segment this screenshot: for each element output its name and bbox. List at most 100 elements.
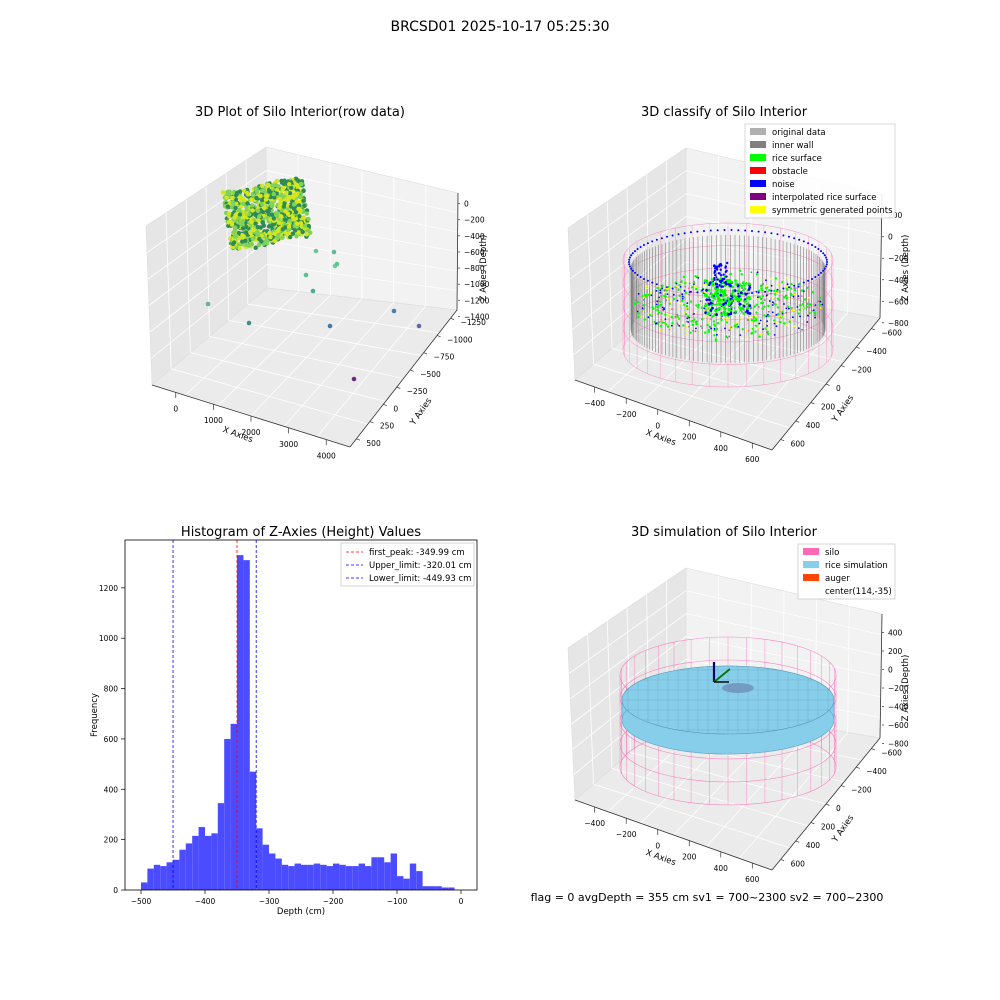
cls-noise-point [696, 291, 699, 294]
raw-cluster-point [304, 211, 309, 216]
raw-cluster-point [282, 200, 287, 206]
cls-surface-point [763, 305, 766, 308]
raw-cluster-point [234, 190, 240, 196]
cls-noise-point [793, 237, 796, 240]
cls-surface-point [808, 306, 811, 309]
raw-cluster-point [295, 221, 300, 226]
cls-z-tick-label: −200 [888, 254, 909, 263]
sim-y-tick-label: 200 [821, 822, 836, 831]
cls-surface-point [764, 286, 768, 290]
cls-surface-point [713, 334, 716, 337]
cls-surface-point [678, 283, 681, 287]
cls-surface-point [726, 336, 729, 339]
cls-surface-point [786, 306, 789, 309]
cls-rice-cluster-point [719, 293, 723, 297]
raw-cluster-point [255, 232, 261, 238]
raw-cluster-point [305, 228, 310, 233]
cls-surface-point [663, 294, 666, 297]
cls-rice-cluster-point [705, 288, 708, 292]
cls-surface-point [640, 315, 643, 318]
raw-cluster-point [301, 198, 306, 203]
raw-cluster-point [232, 240, 237, 245]
raw-cluster-point [268, 194, 274, 200]
cls-surface-point [686, 317, 689, 320]
raw-cluster-point [274, 187, 280, 192]
cls-surface-point [664, 323, 668, 326]
cls-surface-point [723, 314, 727, 317]
cls-surface-point [636, 300, 640, 304]
cls-surface-point [682, 324, 685, 327]
hist-bar [153, 864, 161, 890]
raw-y-tick-label: −750 [434, 353, 455, 362]
cls-surface-point [720, 317, 723, 319]
cls-surface-point [695, 327, 697, 330]
cls-surface-point [679, 281, 682, 283]
sim-z-axis-label: Z Axies (Depth) [901, 655, 911, 722]
hist-legend-label: first_peak: -349.99 cm [369, 548, 465, 558]
sim-legend-label: center(114,-35) [825, 587, 892, 597]
raw-cluster-point [247, 212, 252, 217]
raw-cluster-point [278, 200, 283, 205]
cls-y-tick [871, 328, 875, 331]
cls-surface-point [689, 331, 692, 334]
raw-y-tick [356, 438, 361, 441]
cls-surface-point [672, 293, 675, 296]
cls-rice-cluster-point [730, 280, 733, 284]
cls-rice-cluster-point [710, 292, 714, 296]
cls-rice-cluster-point [712, 296, 716, 300]
cls-surface-point [750, 271, 753, 274]
raw-cluster-point [298, 194, 303, 200]
cls-surface-point [669, 301, 672, 304]
hist-frame [124, 539, 478, 891]
cls-surface-point [783, 303, 785, 305]
hist-bar [377, 857, 385, 890]
cls-surface-point [693, 318, 696, 321]
cls-surface-point [811, 309, 813, 312]
cls-surface-point [691, 319, 694, 323]
cls-legend-swatch [750, 141, 766, 148]
cls-surface-point [791, 316, 794, 319]
sim-y-tick [871, 748, 875, 751]
cls-rice-cluster-point [730, 299, 734, 302]
hist-bar [294, 863, 301, 890]
cls-surface-point [728, 335, 731, 338]
cls-surface-point [776, 297, 780, 300]
raw-outlier-point [391, 308, 397, 314]
cls-surface-point [704, 308, 707, 311]
cls-surface-point [661, 321, 664, 324]
cls-surface-point [763, 299, 766, 301]
cls-legend-label: original data [772, 128, 826, 138]
cls-surface-point [663, 308, 665, 311]
cls-surface-point [675, 285, 678, 288]
sim-x-tick-label: 0 [655, 841, 660, 850]
cls-surface-point [754, 324, 758, 327]
cls-surface-point [758, 295, 761, 299]
cls-surface-point [821, 303, 824, 306]
cls-surface-point [803, 290, 805, 293]
cls-surface-point [781, 312, 784, 315]
cls-noise-point [716, 229, 719, 232]
hist-bar [448, 887, 455, 890]
raw-cluster-point [269, 203, 274, 209]
cls-surface-point [688, 316, 691, 319]
raw-cluster-point [260, 202, 265, 207]
cls-rice-cluster-point [742, 312, 746, 315]
cls-surface-point [734, 292, 737, 295]
hist-bar [358, 863, 365, 890]
cls-surface-point [713, 327, 716, 330]
cls-surface-point [742, 288, 745, 290]
cls-surface-point [650, 294, 653, 297]
cls-surface-point [758, 322, 761, 325]
raw-cluster-point [297, 214, 302, 219]
cls-surface-point [653, 320, 656, 324]
cls-surface-point [789, 292, 793, 295]
cls-rice-cluster-point [708, 298, 711, 302]
raw-z-tick-label: −400 [464, 232, 485, 241]
hist-bar [390, 853, 397, 890]
raw-cluster-point [245, 192, 251, 197]
cls-surface-point [694, 275, 697, 278]
sim-y-tick-label: −600 [881, 749, 902, 758]
cls-surface-point [697, 306, 700, 309]
hist-legend-label: Lower_limit: -449.93 cm [369, 574, 471, 584]
cls-surface-point [768, 300, 771, 302]
